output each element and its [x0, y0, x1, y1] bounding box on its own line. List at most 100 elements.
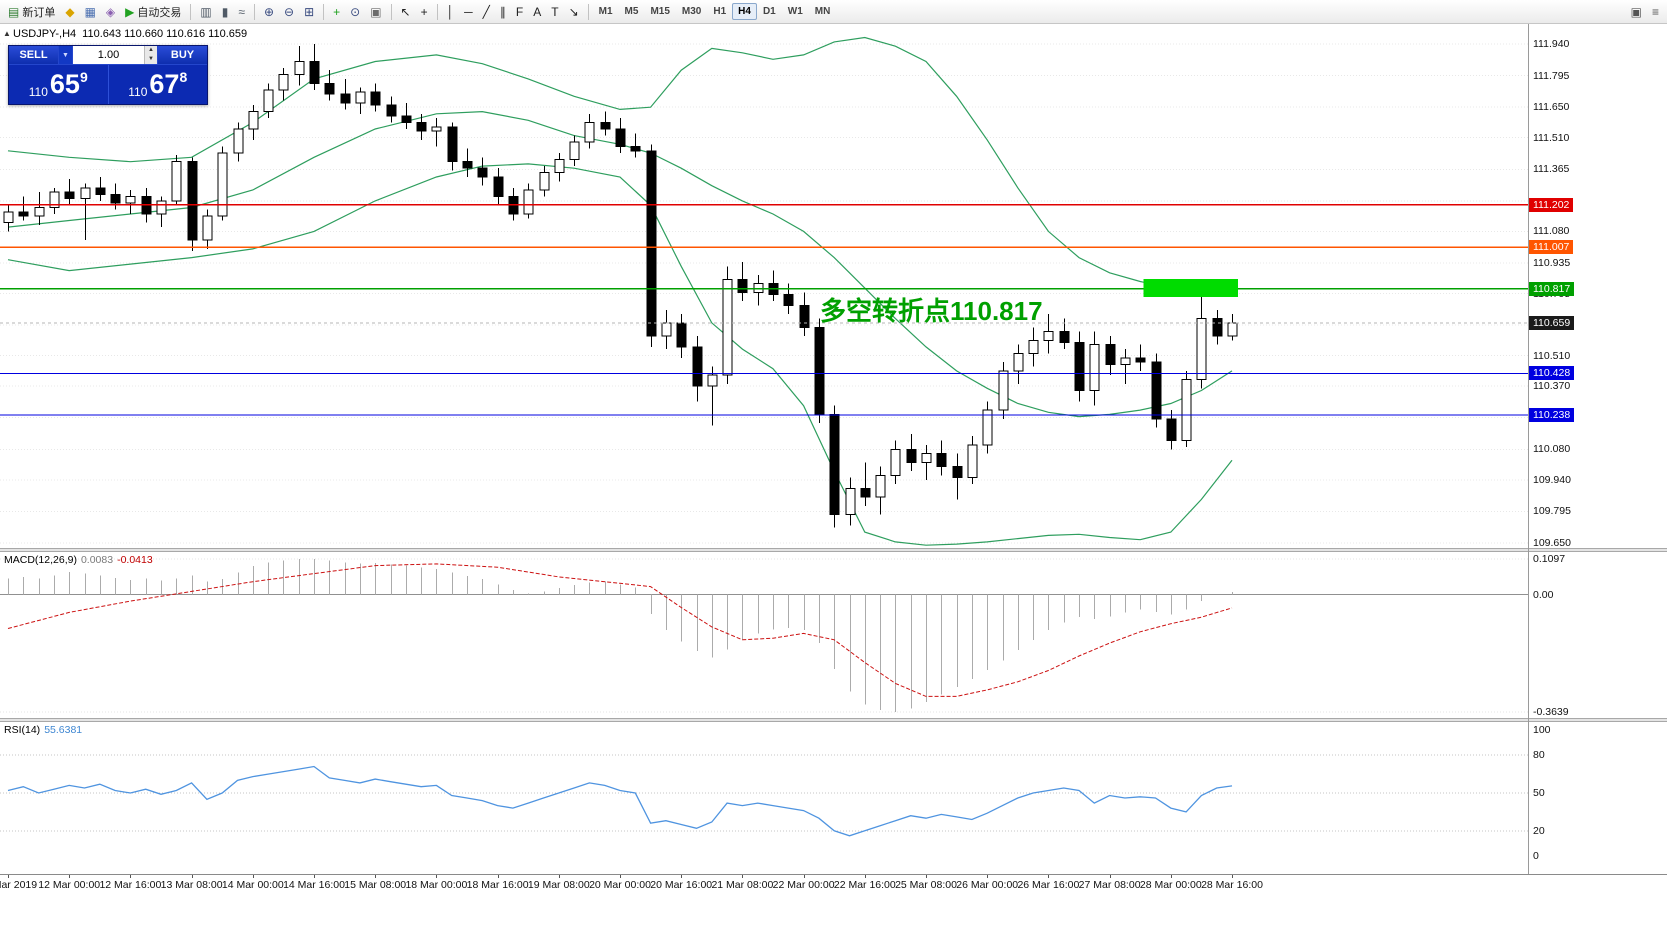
candle [707, 374, 718, 387]
price-axis-label: 20 [1533, 824, 1545, 837]
zoom-out-button[interactable]: ⊖ [280, 1, 298, 22]
candle [1043, 331, 1054, 341]
sell-price[interactable]: 110 65 9 [9, 65, 109, 104]
sell-price-big: 65 [49, 69, 80, 99]
candle [171, 161, 182, 202]
timeframe-m1[interactable]: M1 [598, 6, 613, 17]
candle [967, 444, 978, 479]
crosshair-button[interactable]: + [417, 1, 432, 22]
indicators-icon: + [333, 4, 341, 19]
volume-stepper[interactable]: ▲ ▼ [144, 46, 158, 64]
price-axis[interactable]: 111.940 111.795 111.650 111.510 111.365 111.0… [1529, 24, 1667, 898]
price-tag: 111.007 [1529, 240, 1574, 255]
candle [18, 211, 29, 217]
candle [447, 126, 458, 163]
autotrading-button[interactable]: ▶ 自动交易 [121, 1, 185, 22]
candle [64, 191, 75, 200]
bar-chart-button[interactable]: ▥ [196, 1, 215, 22]
fibonacci-button[interactable]: F [512, 1, 527, 22]
candle [370, 91, 381, 106]
timeframe-w1[interactable]: W1 [787, 6, 803, 17]
price-axis-border [1528, 24, 1529, 874]
trendline-button[interactable]: ╱ [479, 1, 494, 22]
buy-button[interactable]: BUY [158, 46, 207, 64]
candle [799, 305, 810, 328]
time-tick [558, 875, 560, 878]
chart-profile-button[interactable]: ▣ [1627, 1, 1646, 22]
candle [845, 488, 856, 516]
vertical-line-button[interactable]: │ [443, 1, 459, 22]
time-tick [436, 875, 438, 878]
pane-separator[interactable] [0, 548, 1667, 552]
metaeditor-button[interactable]: ◆ [61, 1, 78, 22]
new-order-button[interactable]: ▤ 新订单 [4, 1, 59, 22]
candle [1120, 357, 1131, 365]
templates-button[interactable]: ▣ [366, 1, 385, 22]
annotation-text[interactable]: 多空转折点110.817 [820, 296, 1043, 326]
candle [936, 453, 947, 468]
channel-button[interactable]: ∥ [496, 1, 510, 22]
price-tag: 110.238 [1529, 407, 1575, 422]
time-tick [314, 875, 315, 878]
candle [569, 141, 580, 161]
timeframe-m5[interactable]: M5 [624, 6, 639, 17]
line-chart-button[interactable]: ≈ [234, 1, 249, 22]
cursor-button[interactable]: ↖ [397, 1, 415, 22]
periods-button[interactable]: ⊙ [346, 1, 364, 22]
macd-pane-canvas[interactable] [0, 552, 1528, 718]
stepper-down-icon[interactable]: ▼ [148, 56, 154, 62]
timeframe-mn[interactable]: MN [814, 6, 831, 17]
data-window-icon: ◈ [105, 4, 116, 19]
new-order-icon: ▤ [8, 4, 20, 19]
candlestick-chart-button[interactable]: ▮ [218, 1, 233, 22]
time-tick [1232, 875, 1233, 878]
horizontal-line-button[interactable]: ─ [460, 1, 477, 22]
market-watch-button[interactable]: ▦ [81, 1, 100, 22]
volume-input[interactable]: 1.00 [73, 46, 144, 64]
pane-separator[interactable] [0, 718, 1667, 722]
timeframe-h1[interactable]: H1 [713, 6, 727, 17]
volume-dropdown-icon[interactable]: ▼ [58, 46, 73, 64]
data-window-button[interactable]: ◈ [102, 1, 119, 22]
rsi-pane-canvas[interactable] [0, 722, 1528, 874]
price-axis-label: 111.795 [1533, 69, 1570, 82]
timeframe-m30[interactable]: M30 [681, 6, 702, 17]
stepper-up-icon[interactable]: ▲ [148, 47, 154, 53]
price-axis-label: 100 [1533, 724, 1551, 736]
candle [49, 191, 60, 208]
arrows-tool-button[interactable]: ↘ [565, 1, 583, 22]
candle [125, 196, 136, 204]
time-axis-label: 27 Mar 08:00 [1078, 879, 1141, 891]
macd-indicator-label: MACD(12,26,9) 0.0083 -0.0413 [4, 554, 153, 566]
label-tool-icon: T [551, 4, 559, 19]
sell-button[interactable]: SELL [9, 46, 58, 64]
highlight-rectangle[interactable] [1143, 278, 1239, 297]
timeframe-d1[interactable]: D1 [762, 6, 776, 17]
window-menu-button[interactable]: ≡ [1648, 1, 1663, 22]
main-chart-canvas[interactable]: 多空转折点110.817 [0, 24, 1528, 548]
indicators-button[interactable]: + [329, 1, 344, 22]
zoom-in-button[interactable]: ⊕ [260, 1, 278, 22]
label-tool-button[interactable]: T [547, 1, 562, 22]
one-click-toggle-icon[interactable]: ▲ [3, 29, 11, 38]
candle [906, 448, 917, 463]
timeframe-h4[interactable]: H4 [732, 3, 757, 20]
price-axis-label: 110.510 [1533, 349, 1571, 362]
time-axis-label: 20 Mar 00:00 [589, 879, 651, 891]
tile-windows-button[interactable]: ⊞ [300, 1, 318, 22]
timeframe-m15[interactable]: M15 [650, 6, 670, 17]
candle [340, 93, 351, 104]
text-tool-button[interactable]: A [529, 1, 545, 22]
candle [829, 413, 840, 516]
rsi-value: 55.6381 [44, 724, 83, 736]
buy-price[interactable]: 110 67 8 [109, 65, 208, 104]
candle [523, 189, 534, 215]
candle [982, 409, 993, 446]
time-axis-label: 14 Mar 16:00 [283, 879, 345, 891]
candle [309, 60, 320, 84]
candle [1227, 322, 1238, 337]
time-axis-label: 22 Mar 00:00 [772, 879, 835, 891]
buy-price-big: 67 [149, 69, 180, 99]
price-axis-label: 111.080 [1533, 225, 1570, 238]
